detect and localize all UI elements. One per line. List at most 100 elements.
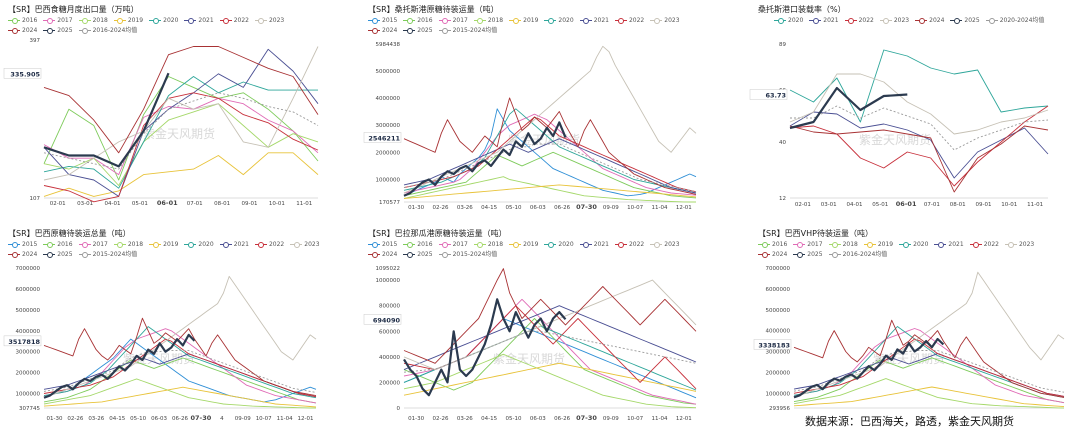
x-tick-label: 07-01: [924, 202, 940, 208]
series-line-2023: [789, 73, 1049, 135]
legend-label: 2021: [593, 241, 609, 248]
legend-item: 2021: [579, 240, 609, 250]
last-value-text: 3517818: [8, 338, 40, 346]
legend-item: 2017: [438, 16, 468, 26]
chart-canvas: 紫金天风期货8966401202-0103-0104-0105-0106-010…: [749, 42, 1049, 208]
y-tick-label: 5984438: [376, 42, 401, 48]
legend-item: 2018: [473, 240, 504, 250]
x-tick-label: 10-01: [1001, 202, 1017, 208]
x-tick-label: 02-26: [433, 205, 449, 211]
last-value-label: 3517818: [3, 335, 42, 347]
legend-swatch: [113, 241, 126, 248]
legend-item: 2019: [149, 240, 178, 250]
legend-item: 2025: [43, 26, 73, 36]
legend-item: 2020: [184, 240, 214, 250]
legend-label: 2015: [382, 241, 398, 248]
legend-item: 2024: [368, 26, 397, 36]
legend-swatch: [614, 241, 627, 248]
legend-label: 2015: [382, 17, 398, 24]
legend-label: 2018: [487, 17, 504, 24]
y-tick-label: 7000000: [766, 266, 791, 272]
x-tick-label: 12-01: [298, 416, 314, 422]
last-value-box: [3, 68, 42, 79]
legend-item: 2023: [879, 16, 909, 26]
legend-swatch: [579, 17, 592, 24]
y-tick-label: 2000000: [16, 371, 41, 377]
x-tick-label: 09-09: [603, 416, 619, 422]
y-tick-label: 7000000: [16, 266, 41, 272]
y-tick-label: 4000000: [766, 329, 791, 335]
y-tick-label: 4000000: [16, 329, 41, 335]
series-line-2025: [789, 86, 908, 130]
y-tick-label: 3000000: [16, 350, 41, 356]
x-tick-label: 09-01: [976, 202, 992, 208]
series-line-2025: [43, 333, 196, 399]
y-tick-label: 0: [397, 406, 401, 412]
legend-swatch: [473, 17, 486, 24]
legend-item: 2024: [368, 250, 397, 260]
legend-item: 2025: [43, 250, 73, 260]
x-tick-label: 06-03: [530, 416, 546, 422]
y-tick-label: 6000000: [766, 287, 791, 293]
x-tick-label: 04-01: [105, 201, 121, 207]
legend-label: 2020: [913, 241, 929, 248]
legend-label: 2016: [772, 241, 788, 248]
legend-item: 2016: [8, 16, 37, 26]
legend-swatch: [1004, 241, 1017, 248]
last-value-label: 335.905: [3, 68, 42, 79]
legend-label: 2018: [127, 241, 144, 248]
y-tick-label: 5000000: [16, 308, 41, 314]
legend-swatch: [8, 27, 20, 34]
series-line-2018: [43, 378, 316, 409]
x-tick-label: 06-01: [896, 200, 917, 208]
legend-swatch: [579, 241, 592, 248]
legend-swatch: [828, 251, 841, 258]
series-line-2021: [43, 48, 319, 197]
series-line-2020: [403, 108, 697, 194]
legend-swatch: [403, 251, 416, 258]
legend-swatch: [78, 27, 91, 34]
legend-item: 2019: [509, 16, 538, 26]
legend-swatch: [8, 241, 20, 248]
legend-swatch: [8, 251, 20, 258]
legend-item: 2025: [950, 16, 980, 26]
legend-label: 2016: [417, 17, 433, 24]
legend-swatch: [544, 241, 557, 248]
legend-swatch: [290, 241, 303, 248]
series-line-2024: [403, 97, 697, 195]
series-line-2015-2024均值: [403, 330, 697, 373]
legend-swatch: [43, 251, 56, 258]
legend-label: 2023: [664, 241, 680, 248]
chart-panel-brazil-monthly-export: 【SR】巴西食糖月度出口量（万吨） 2016 2017 2018 2019 2020 20…: [0, 0, 330, 215]
y-tick-label: 1000000: [766, 391, 791, 397]
legend-swatch: [184, 241, 197, 248]
legend-swatch: [473, 241, 486, 248]
y-tick-label: 2000000: [766, 370, 791, 376]
y-tick-label: 307745: [19, 406, 40, 412]
legend-label: 2017: [807, 241, 823, 248]
series-line-2024: [403, 268, 697, 364]
series-line-2018: [403, 176, 696, 203]
legend-label: 2015: [22, 241, 38, 248]
legend-item: 2015: [368, 240, 397, 250]
y-tick-label: 12: [779, 196, 786, 202]
legend-swatch: [544, 17, 557, 24]
legend-swatch: [934, 241, 947, 248]
x-tick-label: 07-30: [191, 414, 212, 422]
x-tick-label: 07-30: [576, 414, 597, 422]
legend-swatch: [8, 17, 20, 24]
legend-label: 2016-2024均值: [92, 27, 138, 34]
legend-item: 2018: [828, 240, 858, 250]
legend-swatch: [403, 17, 416, 24]
series-line-2023: [403, 45, 697, 194]
x-tick-label: 10-01: [269, 201, 285, 207]
legend-label: 2018: [487, 241, 504, 248]
x-tick-label: 06-03: [530, 205, 546, 211]
legend-item: 2018: [113, 240, 144, 250]
legend-label: 2022: [858, 17, 874, 24]
series-line-2023: [403, 279, 697, 371]
series-line-2016: [43, 357, 317, 404]
chart-canvas: 紫金天风期货5984438500000040000003000000200000…: [363, 42, 697, 211]
series-line-2024: [789, 125, 1049, 193]
legend-swatch: [78, 17, 91, 24]
